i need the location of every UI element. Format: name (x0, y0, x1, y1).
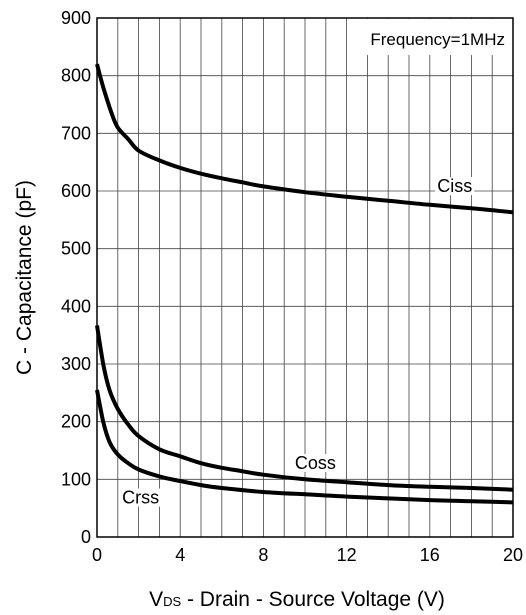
series-label-ciss: Ciss (437, 176, 472, 196)
series-label-crss: Crss (122, 488, 159, 508)
annotation-background (364, 19, 512, 55)
series-label-background (292, 453, 338, 472)
series-line-ciss (95, 63, 514, 215)
x-axis-label-text: - Drain - Source Voltage (V) (181, 588, 445, 611)
y-tick-label: 0 (81, 527, 91, 547)
y-tick-label: 300 (61, 354, 91, 374)
series-label-background (120, 488, 162, 507)
frequency-annotation: Frequency=1MHz (370, 30, 505, 49)
x-tick-label: 12 (337, 545, 357, 565)
series-line-crss (95, 389, 514, 505)
series-line-coss (95, 325, 514, 492)
x-axis-label-subscript: DS (163, 594, 181, 609)
y-tick-label: 700 (61, 123, 91, 143)
x-tick-label: 4 (175, 545, 185, 565)
series-label-background (435, 177, 475, 196)
y-tick-label: 200 (61, 412, 91, 432)
curves (95, 63, 514, 505)
y-tick-label: 900 (61, 8, 91, 28)
plot-frame (96, 17, 514, 538)
x-tick-label: 0 (92, 545, 102, 565)
y-axis-label: C - Capacitance (pF) (13, 180, 36, 375)
x-tick-label: 20 (503, 545, 523, 565)
series-label-coss: Coss (295, 453, 336, 473)
y-tick-label: 800 (61, 66, 91, 86)
y-tick-label: 100 (61, 469, 91, 489)
y-tick-label: 600 (61, 181, 91, 201)
series-labels: Ciss Coss Crss (120, 176, 475, 508)
x-tick-label: 8 (258, 545, 268, 565)
x-tick-label: 16 (420, 545, 440, 565)
y-tick-label: 400 (61, 296, 91, 316)
x-axis-label: VDS - Drain - Source Voltage (V) (149, 588, 445, 611)
x-axis-label-symbol: V (149, 588, 163, 611)
y-tick-label: 500 (61, 239, 91, 259)
